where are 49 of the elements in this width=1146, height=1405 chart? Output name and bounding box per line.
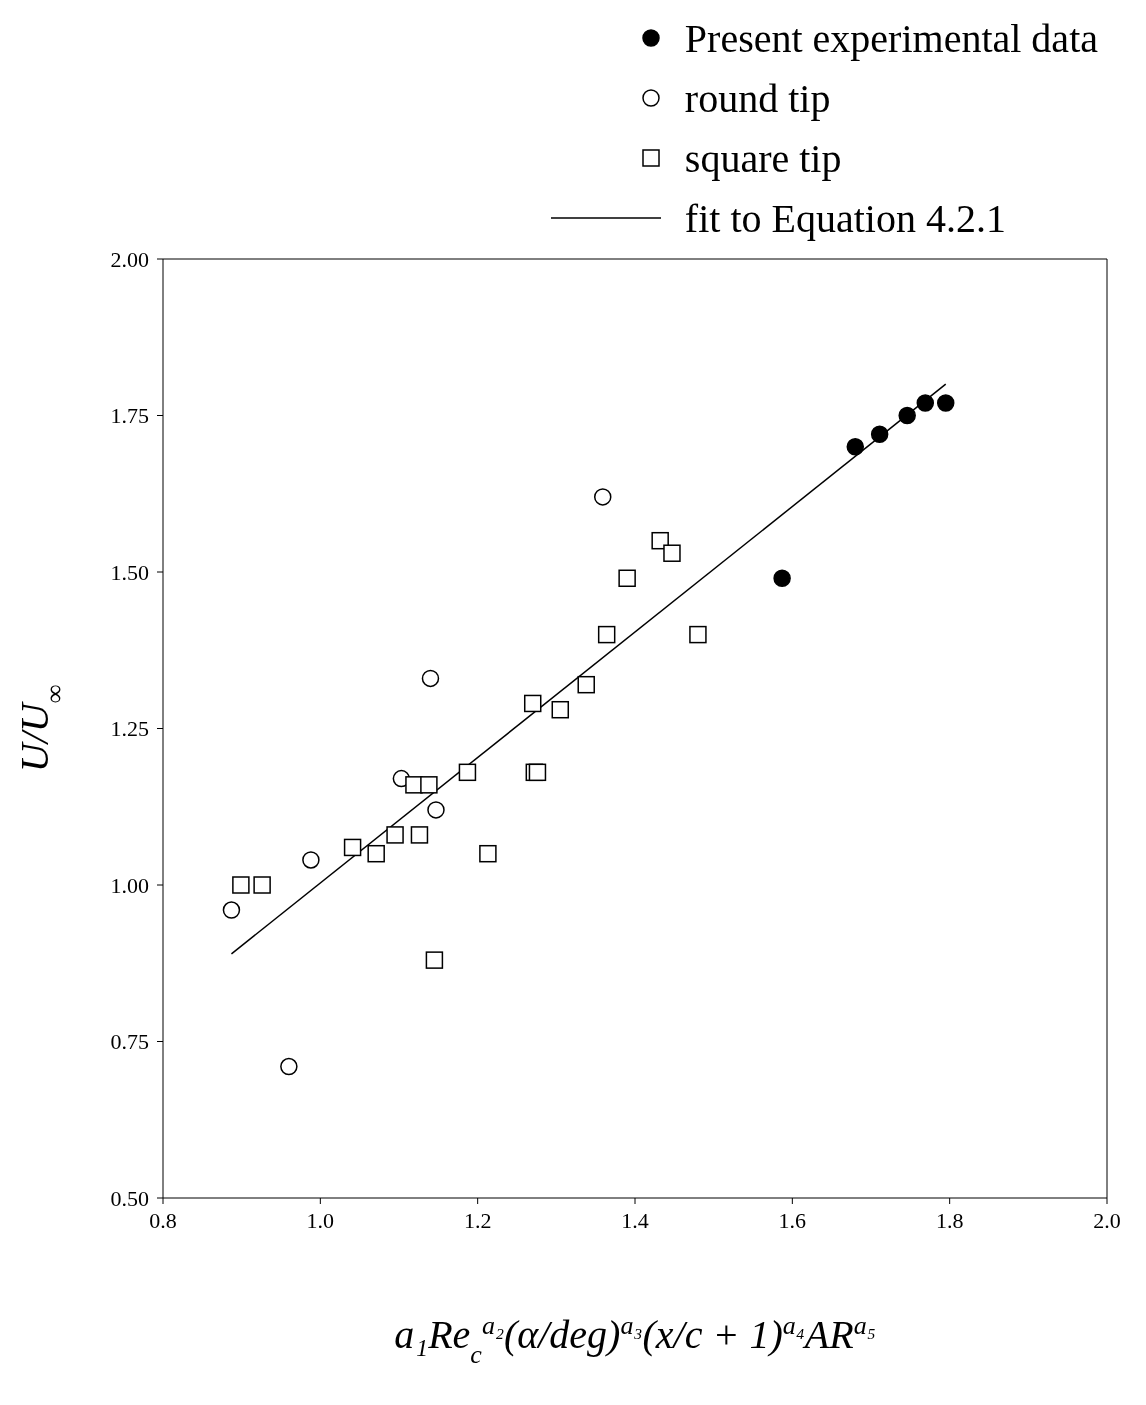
- y-tick-label: 1.50: [110, 559, 149, 585]
- point: [846, 438, 865, 456]
- y-tick-label: 1.75: [110, 403, 149, 429]
- x-tick-label: 2.0: [1093, 1207, 1121, 1233]
- x-tick-label: 1.4: [621, 1207, 649, 1233]
- point: [222, 901, 241, 919]
- x-tick-label: 1.0: [306, 1207, 335, 1233]
- y-tick-label: 2.00: [110, 246, 149, 272]
- point: [651, 531, 669, 550]
- y-tick-label: 0.50: [110, 1185, 149, 1211]
- y-tick-label: 1.25: [110, 716, 149, 742]
- point: [302, 851, 320, 869]
- point: [421, 669, 440, 688]
- point: [479, 844, 497, 863]
- x-tick-label: 0.8: [149, 1207, 177, 1233]
- point: [458, 763, 477, 782]
- point: [253, 876, 271, 894]
- x-tick-label: 1.6: [778, 1207, 807, 1233]
- y-tick-label: 1.00: [110, 872, 149, 898]
- point: [523, 694, 542, 713]
- y-tick-label: 0.75: [110, 1029, 149, 1055]
- point: [898, 406, 916, 425]
- point: [916, 394, 935, 412]
- point: [280, 1057, 298, 1076]
- point: [597, 625, 616, 644]
- point: [343, 838, 362, 857]
- legend-label: round tip: [684, 74, 831, 122]
- legend-label: Present experimental data: [684, 14, 1098, 62]
- legend-label: fit to Equation 4.2.1: [684, 194, 1006, 242]
- x-tick-label: 1.8: [935, 1207, 964, 1233]
- point: [425, 951, 444, 969]
- x-tick-label: 1.2: [463, 1207, 492, 1233]
- point: [773, 569, 791, 588]
- point: [420, 776, 438, 794]
- point: [410, 826, 429, 844]
- point: [577, 675, 595, 694]
- point: [594, 488, 612, 506]
- point: [689, 625, 707, 644]
- point: [618, 569, 636, 588]
- point: [870, 425, 889, 444]
- point: [427, 801, 445, 819]
- point: [386, 826, 404, 844]
- point: [551, 700, 570, 719]
- text: a₁Re$_{c}$$^{a₂}$(α/deg)$^{a₃}$(x/c + 1)$^{a₄}$AR$^{a₅}$: [394, 1310, 876, 1369]
- point: [936, 394, 955, 412]
- point: [663, 544, 681, 562]
- legend-label: square tip: [684, 134, 842, 182]
- point: [367, 844, 385, 863]
- point: [232, 876, 250, 894]
